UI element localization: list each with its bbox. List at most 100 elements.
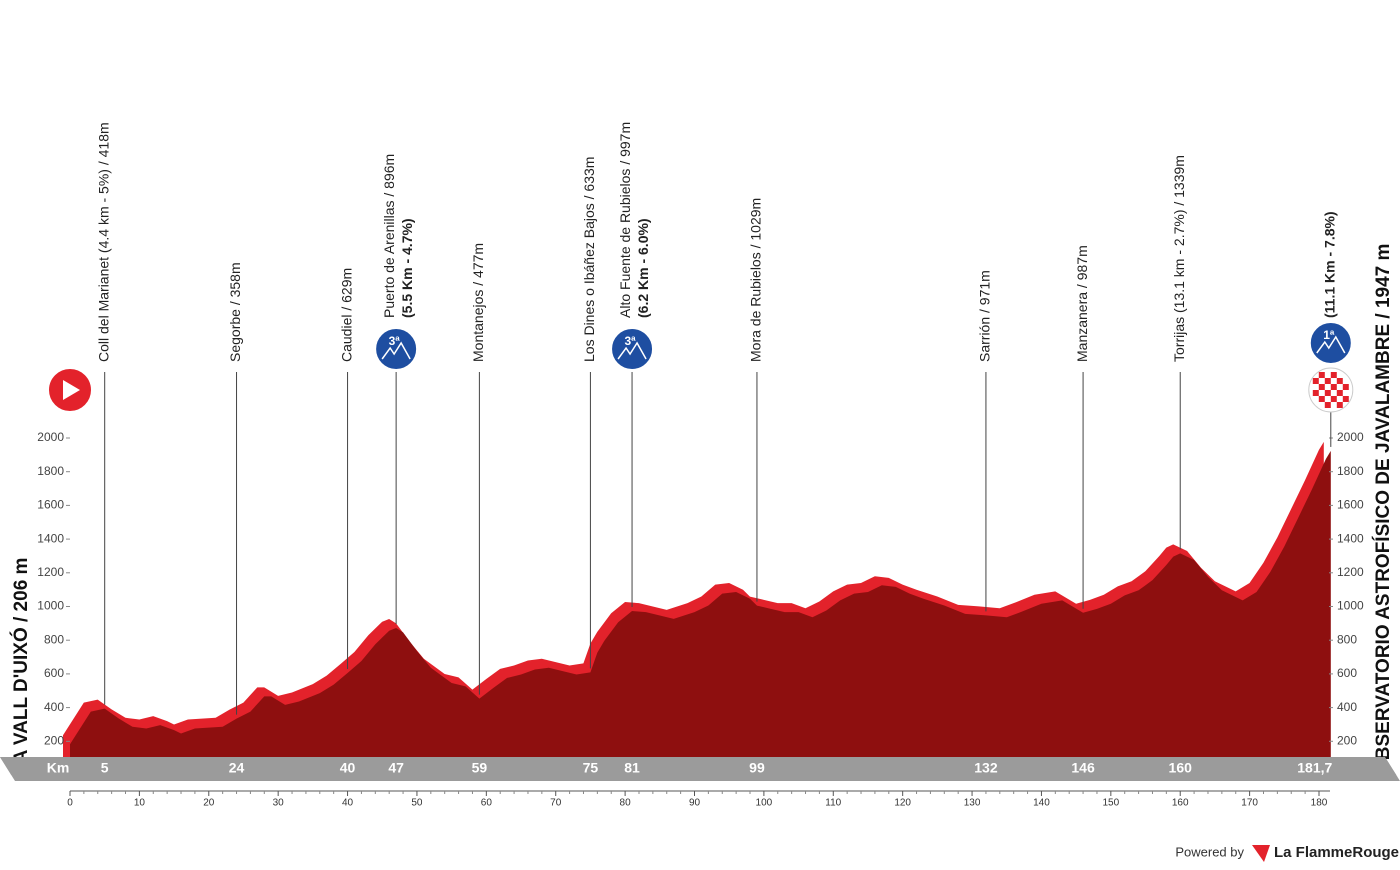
x-tick-label: 40 — [342, 798, 354, 809]
y-tick-label: 800 — [44, 632, 64, 646]
finish-icon — [1308, 367, 1354, 413]
x-tick-label: 60 — [481, 798, 493, 809]
finish-square — [1312, 390, 1319, 396]
km-label: 181,7 — [1297, 760, 1332, 776]
y2-tick-label: 2000 — [1337, 430, 1364, 444]
finish-square — [1324, 402, 1331, 408]
category-icon — [1308, 321, 1353, 365]
y2-tick-label: 1200 — [1337, 565, 1364, 579]
x-tick-label: 120 — [894, 798, 911, 809]
x-tick-label: 80 — [620, 798, 632, 809]
x-tick-label: 10 — [134, 798, 146, 809]
km-label: 24 — [229, 760, 245, 776]
waypoint-detail: (6.2 Km - 6.0%) — [635, 218, 651, 318]
y-tick-label: 600 — [44, 666, 64, 680]
y2-tick-label: 1400 — [1337, 531, 1364, 545]
x-tick-label: 90 — [689, 798, 701, 809]
finish-square — [1342, 384, 1349, 390]
y-tick-label: 200 — [44, 733, 64, 747]
category-icon — [610, 327, 655, 371]
y-tick-label: 2000 — [37, 430, 64, 444]
y-tick-label: 1000 — [37, 599, 64, 613]
y2-tick-label: 1600 — [1337, 498, 1364, 512]
waypoint-detail: (11.1 Km - 7.8%) — [1321, 211, 1337, 318]
finish-square — [1318, 372, 1325, 378]
km-label: 160 — [1169, 760, 1193, 776]
waypoint-name: Caudiel / 629m — [338, 268, 354, 362]
km-axis-label: Km — [47, 760, 70, 776]
y2-tick-label: 200 — [1337, 733, 1357, 747]
x-tick-label: 140 — [1033, 798, 1050, 809]
x-tick-label: 150 — [1102, 798, 1119, 809]
waypoint-detail: (5.5 Km - 4.7%) — [399, 218, 415, 318]
finish-square — [1330, 396, 1337, 402]
x-tick-label: 180 — [1311, 798, 1328, 809]
finish-square — [1324, 378, 1331, 384]
finish-title: OBSERVATORIO ASTROFÍSICO DE JAVALAMBRE /… — [1372, 244, 1394, 775]
finish-square — [1330, 372, 1337, 378]
km-label: 132 — [974, 760, 998, 776]
y-tick-label: 400 — [44, 700, 64, 714]
x-tick-label: 160 — [1172, 798, 1189, 809]
km-label: 99 — [749, 760, 765, 776]
finish-square — [1318, 384, 1325, 390]
y-tick-label: 1200 — [37, 565, 64, 579]
category-label: 3ª — [624, 334, 636, 348]
x-tick-label: 110 — [825, 798, 841, 809]
category-label: 3ª — [389, 334, 401, 348]
finish-square — [1324, 390, 1331, 396]
waypoint-name: Mora de Rubielos / 1029m — [748, 198, 764, 362]
finish-square — [1318, 396, 1325, 402]
y-tick-label: 1400 — [37, 531, 64, 545]
x-tick-label: 30 — [273, 798, 285, 809]
waypoint-name: Manzanera / 987m — [1074, 245, 1090, 362]
powered-by: Powered by — [1175, 844, 1244, 859]
category-mountain — [617, 341, 647, 360]
km-band-front — [0, 757, 1400, 781]
finish-square — [1330, 384, 1337, 390]
finish-square — [1312, 378, 1319, 384]
x-tick-label: 170 — [1241, 798, 1258, 809]
brand: La FlammeRouge — [1274, 844, 1399, 861]
x-tick-label: 70 — [550, 798, 562, 809]
area — [70, 450, 1331, 775]
finish-square — [1336, 402, 1343, 408]
finish-square — [1342, 396, 1349, 402]
km-label: 47 — [388, 760, 404, 776]
brand-logo — [1252, 845, 1270, 862]
category-mountain — [1316, 335, 1346, 354]
x-tick-label: 50 — [411, 798, 423, 809]
finish-square — [1336, 390, 1343, 396]
y2-tick-label: 1000 — [1337, 599, 1364, 613]
waypoint-name: Alto Fuente de Rubielos / 997m — [617, 122, 633, 318]
waypoint-name: Montanejos / 477m — [470, 243, 486, 362]
x-tick-label: 0 — [67, 798, 73, 809]
km-label: 75 — [583, 760, 599, 776]
x-tick-label: 100 — [756, 798, 773, 809]
km-label: 59 — [472, 760, 488, 776]
x-tick-label: 130 — [964, 798, 981, 809]
start-arrow — [63, 380, 80, 400]
start-title: LA VALL D'UIXÓ / 206 m — [10, 558, 32, 775]
category-mountain — [381, 341, 411, 360]
y-tick-label: 1800 — [37, 464, 64, 478]
x-tick-label: 20 — [203, 798, 215, 809]
category-label: 1ª — [1323, 328, 1335, 342]
y2-tick-label: 1800 — [1337, 464, 1364, 478]
km-label: 146 — [1071, 760, 1095, 776]
waypoint-name: Puerto de Arenillas / 896m — [381, 154, 397, 318]
y2-tick-label: 400 — [1337, 700, 1357, 714]
category-icon — [374, 327, 419, 371]
waypoint-name: Torrijas (13.1 km - 2.7%) / 1339m — [1171, 155, 1187, 362]
y-tick-label: 1600 — [37, 498, 64, 512]
waypoint-name: Los Dines o Ibáñez Bajos / 633m — [581, 157, 597, 362]
km-label: 81 — [624, 760, 640, 776]
waypoint-name: Coll del Marianet (4.4 km - 5%) / 418m — [95, 122, 111, 362]
y2-tick-label: 600 — [1337, 666, 1357, 680]
km-label: 5 — [101, 760, 109, 776]
y2-tick-label: 800 — [1337, 632, 1357, 646]
waypoint-name: Sarrión / 971m — [977, 270, 993, 362]
km-label: 40 — [340, 760, 356, 776]
waypoint-name: Segorbe / 358m — [227, 262, 243, 362]
